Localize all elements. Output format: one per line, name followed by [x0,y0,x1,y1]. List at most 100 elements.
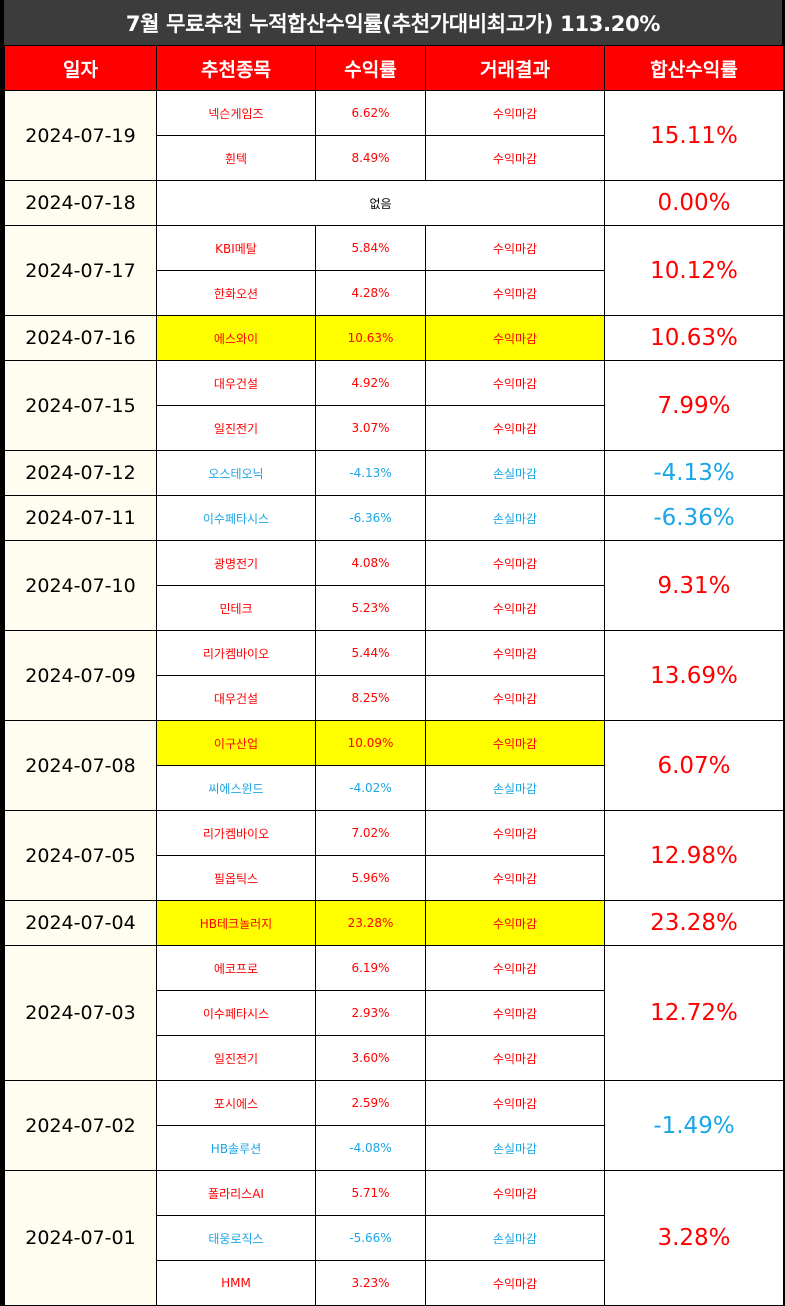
table-row: 2024-07-18 없음 0.00% [4,180,784,226]
date-cell: 2024-07-12 [4,450,157,496]
date-cell: 2024-07-16 [4,315,157,361]
trade-result-cell: 수익마감 [425,900,605,946]
table-row: 2024-07-09 리가켐바이오 5.44% 수익마감 13.69% [4,630,784,721]
total-return-cell: 6.07% [604,720,784,811]
return-rate-cell: 2.59% [315,1080,426,1126]
total-return-cell: 3.28% [604,1170,784,1306]
trade-result-cell: 수익마감 [425,855,605,901]
table-row: 휜텍 8.49% 수익마감 [5,135,784,181]
table-row: 2024-07-17 KBI메탈 5.84% 수익마감 10.12% [4,225,784,316]
total-return-cell: 15.11% [604,90,784,181]
total-return-cell: 10.12% [604,225,784,316]
return-rate-cell: -4.02% [315,765,426,811]
date-cell: 2024-07-10 [4,540,157,631]
total-return-cell: 12.72% [604,945,784,1081]
total-return-cell: 12.98% [604,810,784,901]
return-rate-cell: 4.08% [315,540,426,586]
trade-result-cell: 수익마감 [425,720,605,766]
page-title: 7월 무료추천 누적합산수익률(추천가대비최고가) 113.20% [4,0,782,45]
return-rate-cell: 8.25% [315,675,426,721]
trade-result-cell: 수익마감 [425,630,605,676]
stock-name-cell: 이수페타시스 [156,495,316,541]
stock-name-cell: 에코프로 [156,945,316,991]
date-cell: 2024-07-05 [4,810,157,901]
trade-result-cell: 수익마감 [425,945,605,991]
table-row: 민테크 5.23% 수익마감 [5,585,784,631]
trade-result-cell: 수익마감 [425,225,605,271]
return-rate-cell: 5.44% [315,630,426,676]
return-rate-cell: 3.07% [315,405,426,451]
date-cell: 2024-07-03 [4,945,157,1081]
table-body: 2024-07-19 넥슨게임즈 6.62% 수익마감 15.11% 휜텍 8.49% 수익마… [4,90,784,1306]
stock-name-cell: 대우건설 [156,675,316,721]
stock-name-cell: 리가켐바이오 [156,810,316,856]
trade-result-cell: 수익마감 [425,315,605,361]
return-rate-cell: 5.84% [315,225,426,271]
date-cell: 2024-07-08 [4,720,157,811]
stock-name-cell: 이수페타시스 [156,990,316,1036]
table-row: 2024-07-16 에스와이 10.63% 수익마감 10.63% [4,315,784,361]
total-return-cell: 23.28% [604,900,784,946]
date-cell: 2024-07-15 [4,360,157,451]
stock-name-cell: 일진전기 [156,405,316,451]
trade-result-cell: 수익마감 [425,360,605,406]
stock-name-cell: 광명전기 [156,540,316,586]
table-row: 2024-07-15 대우건설 4.92% 수익마감 7.99% [4,360,784,451]
stock-name-cell: HB테크놀러지 [156,900,316,946]
table-row: 2024-07-02 포시에스 2.59% 수익마감 -1.49% [4,1080,784,1171]
total-return-cell: -1.49% [604,1080,784,1171]
date-cell: 2024-07-17 [4,225,157,316]
stock-name-cell: 태웅로직스 [156,1215,316,1261]
return-rate-cell: 3.23% [315,1260,426,1306]
table-row: HB솔루션 -4.08% 손실마감 [5,1125,784,1171]
stock-name-cell: 대우건설 [156,360,316,406]
header-total: 합산수익률 [604,45,784,91]
table-row: 한화오션 4.28% 수익마감 [5,270,784,316]
stock-name-cell: 필옵틱스 [156,855,316,901]
table-row: 태웅로직스 -5.66% 손실마감 [5,1215,784,1261]
header-date: 일자 [4,45,157,91]
return-rate-cell: 5.96% [315,855,426,901]
trade-result-cell: 수익마감 [425,1260,605,1306]
header-rate: 수익률 [315,45,426,91]
return-rate-cell: 4.92% [315,360,426,406]
return-rate-cell: -4.08% [315,1125,426,1171]
stock-name-cell: KBI메탈 [156,225,316,271]
total-return-cell: -6.36% [604,495,784,541]
total-return-cell: 10.63% [604,315,784,361]
total-return-cell: 13.69% [604,630,784,721]
date-cell: 2024-07-18 [4,180,157,226]
trade-result-cell: 수익마감 [425,1170,605,1216]
stock-name-cell: HB솔루션 [156,1125,316,1171]
stock-name-cell: 에스와이 [156,315,316,361]
header-row: 일자 추천종목 수익률 거래결과 합산수익률 [4,45,784,91]
trade-result-cell: 수익마감 [425,1080,605,1126]
return-rate-cell: 2.93% [315,990,426,1036]
date-cell: 2024-07-09 [4,630,157,721]
trade-result-cell: 손실마감 [425,1215,605,1261]
return-rate-cell: 8.49% [315,135,426,181]
date-cell: 2024-07-01 [4,1170,157,1306]
total-return-cell: 0.00% [604,180,784,226]
trade-result-cell: 수익마감 [425,675,605,721]
header-stock: 추천종목 [156,45,316,91]
return-rate-cell: -5.66% [315,1215,426,1261]
trade-result-cell: 수익마감 [425,585,605,631]
table-row: 2024-07-05 리가켐바이오 7.02% 수익마감 12.98% [4,810,784,901]
return-rate-cell: -4.13% [315,450,426,496]
return-rate-cell: 5.71% [315,1170,426,1216]
trade-result-cell: 수익마감 [425,270,605,316]
return-rate-cell: -6.36% [315,495,426,541]
return-rate-cell: 6.62% [315,90,426,136]
trade-result-cell: 수익마감 [425,810,605,856]
stock-name-cell: 한화오션 [156,270,316,316]
table-row: 필옵틱스 5.96% 수익마감 [5,855,784,901]
return-rate-cell: 5.23% [315,585,426,631]
table-row: 대우건설 8.25% 수익마감 [5,675,784,721]
total-return-cell: 7.99% [604,360,784,451]
date-cell: 2024-07-02 [4,1080,157,1171]
stock-name-cell: 일진전기 [156,1035,316,1081]
table-row: 일진전기 3.60% 수익마감 [5,1035,784,1081]
return-rate-cell: 7.02% [315,810,426,856]
stock-name-cell: 오스테오닉 [156,450,316,496]
